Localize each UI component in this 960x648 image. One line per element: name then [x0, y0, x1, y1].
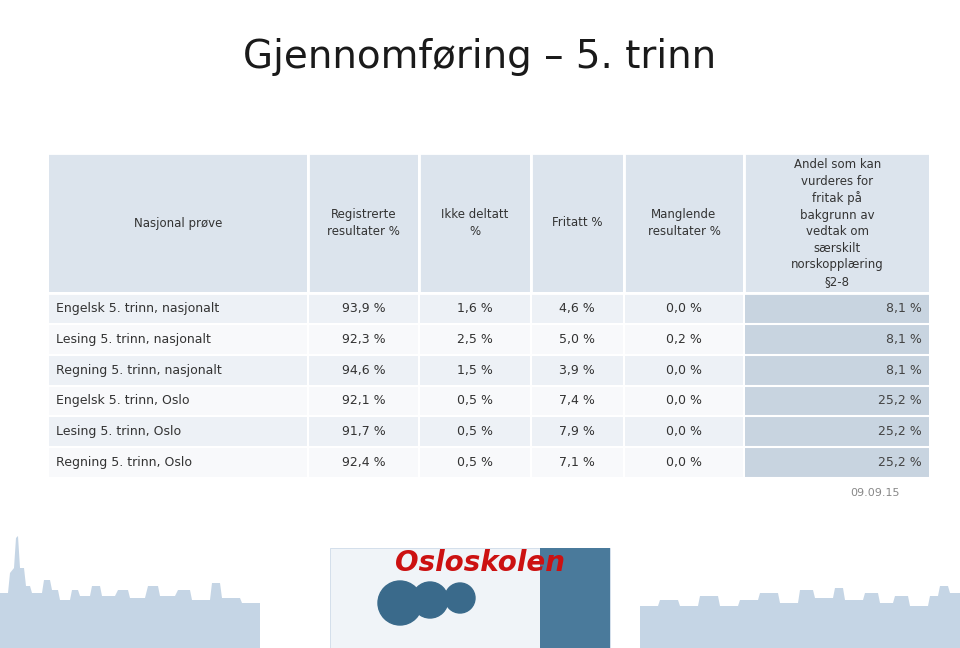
Bar — [625, 448, 743, 477]
Bar — [49, 417, 307, 446]
Bar — [625, 386, 743, 415]
Bar — [745, 325, 929, 354]
Bar — [745, 448, 929, 477]
Text: Engelsk 5. trinn, Oslo: Engelsk 5. trinn, Oslo — [56, 395, 189, 408]
Bar — [532, 294, 623, 323]
Text: 8,1 %: 8,1 % — [886, 302, 922, 315]
Bar — [309, 154, 419, 292]
Text: 7,1 %: 7,1 % — [560, 456, 595, 469]
Text: Registrerte
resultater %: Registrerte resultater % — [327, 208, 400, 238]
Bar — [309, 356, 419, 384]
Bar — [420, 294, 530, 323]
Bar — [532, 356, 623, 384]
Bar — [540, 548, 610, 648]
Bar — [745, 294, 929, 323]
Bar — [532, 325, 623, 354]
Text: 0,0 %: 0,0 % — [666, 302, 702, 315]
Text: 0,2 %: 0,2 % — [666, 333, 702, 346]
Text: 92,1 %: 92,1 % — [342, 395, 386, 408]
Bar — [625, 325, 743, 354]
Bar — [625, 294, 743, 323]
Bar — [49, 448, 307, 477]
Text: 3,9 %: 3,9 % — [560, 364, 595, 376]
Bar — [625, 356, 743, 384]
Bar — [309, 417, 419, 446]
Text: Lesing 5. trinn, nasjonalt: Lesing 5. trinn, nasjonalt — [56, 333, 211, 346]
Text: 91,7 %: 91,7 % — [342, 425, 386, 438]
Bar — [49, 325, 307, 354]
Text: Regning 5. trinn, Oslo: Regning 5. trinn, Oslo — [56, 456, 192, 469]
Text: Osloskolen: Osloskolen — [395, 549, 565, 577]
Bar — [309, 386, 419, 415]
Text: Nasjonal prøve: Nasjonal prøve — [133, 216, 222, 229]
Bar — [745, 417, 929, 446]
Text: 1,5 %: 1,5 % — [457, 364, 493, 376]
Text: 8,1 %: 8,1 % — [886, 364, 922, 376]
Text: 0,0 %: 0,0 % — [666, 425, 702, 438]
Bar — [532, 154, 623, 292]
Bar — [49, 294, 307, 323]
Bar — [420, 417, 530, 446]
Text: Fritatt %: Fritatt % — [552, 216, 603, 229]
Bar — [420, 356, 530, 384]
Text: Gjennomføring – 5. trinn: Gjennomføring – 5. trinn — [244, 38, 716, 76]
Text: 7,9 %: 7,9 % — [560, 425, 595, 438]
Bar — [745, 356, 929, 384]
Text: 0,0 %: 0,0 % — [666, 395, 702, 408]
Circle shape — [378, 581, 422, 625]
Text: 0,0 %: 0,0 % — [666, 456, 702, 469]
Text: Lesing 5. trinn, Oslo: Lesing 5. trinn, Oslo — [56, 425, 181, 438]
Bar — [309, 448, 419, 477]
Text: 5,0 %: 5,0 % — [559, 333, 595, 346]
Bar — [420, 154, 530, 292]
Text: 7,4 %: 7,4 % — [560, 395, 595, 408]
Text: 92,4 %: 92,4 % — [342, 456, 386, 469]
Text: 0,0 %: 0,0 % — [666, 364, 702, 376]
Text: Manglende
resultater %: Manglende resultater % — [648, 208, 720, 238]
Text: Ikke deltatt
%: Ikke deltatt % — [442, 208, 509, 238]
Text: 25,2 %: 25,2 % — [878, 425, 922, 438]
Bar — [49, 356, 307, 384]
Bar — [625, 154, 743, 292]
Bar — [532, 386, 623, 415]
Polygon shape — [0, 536, 260, 648]
Text: Andel som kan
vurderes for
fritak på
bakgrunn av
vedtak om
særskilt
norskopplæri: Andel som kan vurderes for fritak på bak… — [791, 158, 883, 288]
Text: Regning 5. trinn, nasjonalt: Regning 5. trinn, nasjonalt — [56, 364, 222, 376]
Text: 93,9 %: 93,9 % — [342, 302, 386, 315]
Bar — [49, 386, 307, 415]
Text: 2,5 %: 2,5 % — [457, 333, 493, 346]
Text: 94,6 %: 94,6 % — [342, 364, 386, 376]
Text: 0,5 %: 0,5 % — [457, 425, 493, 438]
Bar — [745, 386, 929, 415]
Bar — [420, 325, 530, 354]
Bar — [420, 386, 530, 415]
Bar — [309, 294, 419, 323]
Circle shape — [412, 582, 448, 618]
Polygon shape — [640, 586, 960, 648]
Text: 25,2 %: 25,2 % — [878, 456, 922, 469]
Bar — [330, 548, 610, 648]
Text: Engelsk 5. trinn, nasjonalt: Engelsk 5. trinn, nasjonalt — [56, 302, 219, 315]
Text: 0,5 %: 0,5 % — [457, 395, 493, 408]
Text: 92,3 %: 92,3 % — [342, 333, 386, 346]
Bar — [309, 325, 419, 354]
Text: 8,1 %: 8,1 % — [886, 333, 922, 346]
Text: 25,2 %: 25,2 % — [878, 395, 922, 408]
Bar — [532, 448, 623, 477]
Circle shape — [445, 583, 475, 613]
Text: 09.09.15: 09.09.15 — [851, 488, 900, 498]
Bar — [532, 417, 623, 446]
Text: 0,5 %: 0,5 % — [457, 456, 493, 469]
Text: 4,6 %: 4,6 % — [560, 302, 595, 315]
Bar — [625, 417, 743, 446]
Bar — [745, 154, 929, 292]
Text: 1,6 %: 1,6 % — [457, 302, 492, 315]
Bar — [49, 154, 307, 292]
Bar — [420, 448, 530, 477]
